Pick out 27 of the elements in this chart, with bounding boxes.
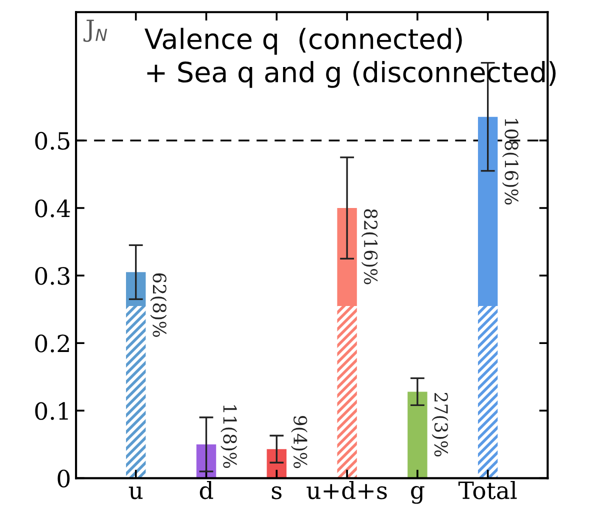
x-tick-label: s [272, 486, 282, 500]
bar [126, 306, 146, 478]
x-tick-label: g [411, 486, 424, 504]
bar [478, 116, 498, 306]
bar [266, 449, 287, 478]
x-tick-label: d [200, 480, 214, 500]
y-tick-label: 0.4 [35, 199, 70, 218]
bar [337, 306, 357, 478]
annotation: 62(8)% [150, 273, 167, 337]
bar [478, 306, 498, 478]
annotation: 27(3)% [432, 392, 448, 456]
annotation: 108(16)% [502, 119, 519, 205]
x-tick-label: u+d+s [306, 480, 387, 500]
annotation: J$_{N}$ [83, 20, 108, 42]
y-tick-label: 0.1 [35, 402, 68, 420]
x-tick-label: Total [458, 480, 517, 500]
x-tick-label: u [128, 486, 143, 500]
annotation: 9(4)% [290, 416, 308, 468]
y-tick-label: 0 [58, 470, 70, 488]
y-tick-label: 0.5 [35, 132, 70, 150]
y-tick-label: 0.3 [35, 266, 70, 285]
bar [126, 272, 146, 306]
annotation: 82(16)% [361, 209, 378, 284]
bar [408, 392, 428, 478]
y-tick-label: 0.2 [35, 334, 69, 352]
annotation: 11(8)% [220, 405, 238, 468]
bar [337, 208, 357, 306]
